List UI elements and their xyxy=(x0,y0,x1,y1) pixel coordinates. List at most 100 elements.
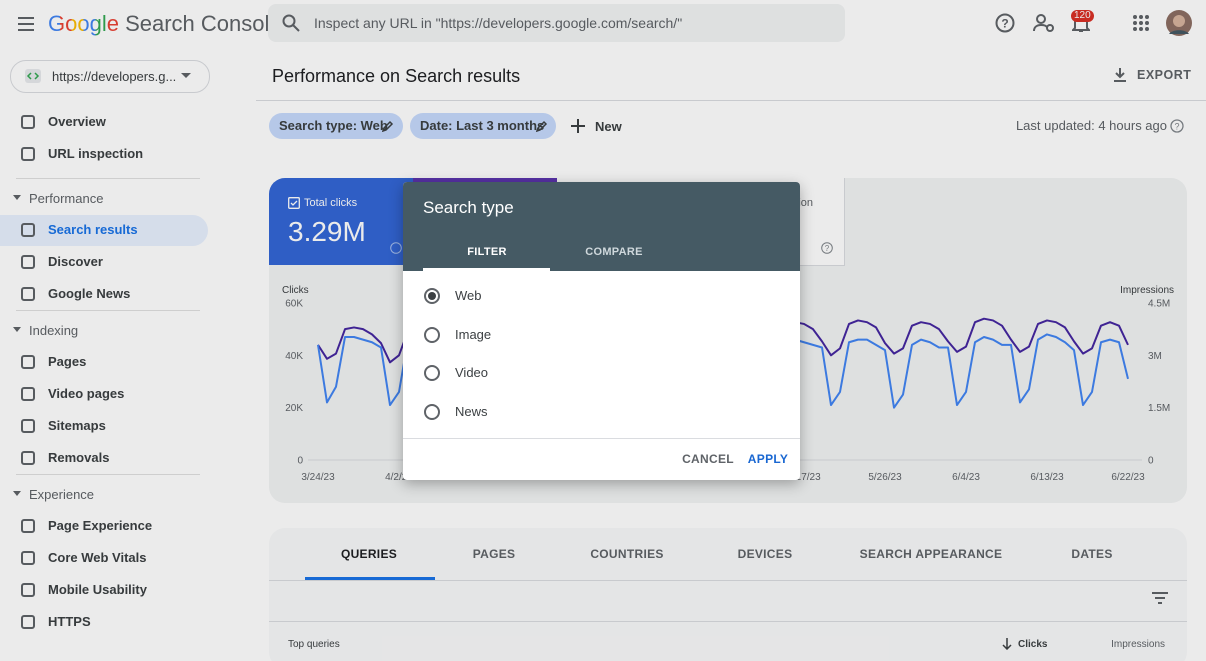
menu-button[interactable] xyxy=(16,14,36,34)
radio-label[interactable]: News xyxy=(455,403,488,419)
nav-icon xyxy=(21,551,35,565)
edit-icon xyxy=(536,120,548,132)
metric-card[interactable]: Total clicks 3.29M xyxy=(269,178,413,265)
export-label: EXPORT xyxy=(1137,68,1192,82)
svg-text:?: ? xyxy=(825,244,830,253)
new-label: New xyxy=(595,119,622,134)
radio-button[interactable] xyxy=(424,365,440,381)
help-icon[interactable]: ? xyxy=(1170,119,1184,133)
filter-chip[interactable]: Search type: Web xyxy=(269,113,403,139)
divider xyxy=(16,310,200,311)
cancel-button[interactable]: CANCEL xyxy=(682,452,734,466)
filter-rows-button[interactable] xyxy=(1152,592,1168,604)
search-placeholder: Inspect any URL in "https://developers.g… xyxy=(314,15,683,31)
nav-icon xyxy=(21,519,35,533)
nav-icon xyxy=(21,387,35,401)
report-tab[interactable]: PAGES xyxy=(472,547,516,561)
nav-item[interactable]: Sitemaps xyxy=(48,418,106,433)
avatar[interactable] xyxy=(1166,10,1192,36)
metric-value: 3.29M xyxy=(288,216,366,247)
radio-button[interactable] xyxy=(424,326,440,343)
y-tick-label: 0 xyxy=(297,456,303,467)
nav-item[interactable]: Page Experience xyxy=(48,518,153,533)
nav-item[interactable]: Removals xyxy=(48,450,110,465)
edit-icon xyxy=(382,120,394,132)
nav-item[interactable]: Search results xyxy=(48,222,138,237)
x-tick-label: 4/2/23 xyxy=(385,472,413,483)
nav-icon xyxy=(21,583,35,597)
help-icon[interactable]: ? xyxy=(821,242,833,254)
y-axis-title: Clicks xyxy=(282,285,309,296)
property-url: https://developers.g... xyxy=(52,69,177,84)
report-tab[interactable]: COUNTRIES xyxy=(590,547,664,561)
nav-item[interactable]: HTTPS xyxy=(48,614,91,629)
nav-item[interactable]: Pages xyxy=(48,354,87,369)
x-tick-label: 6/22/23 xyxy=(1111,472,1145,483)
nav-icon xyxy=(21,355,35,369)
radio-button[interactable] xyxy=(424,403,440,420)
dialog-header: Search type FILTER COMPARE xyxy=(403,182,800,271)
section-title[interactable]: Indexing xyxy=(29,323,79,338)
search-box[interactable]: Inspect any URL in "https://developers.g… xyxy=(268,4,845,42)
y-tick-label: 3M xyxy=(1148,351,1162,362)
nav-item[interactable]: URL inspection xyxy=(48,146,144,161)
radio-label[interactable]: Image xyxy=(455,326,492,342)
nav-item[interactable]: Discover xyxy=(48,254,103,269)
chip-label: Search type: Web xyxy=(279,118,388,133)
logo-product: Search Console xyxy=(125,11,282,36)
notification-badge: 120 xyxy=(1071,10,1094,22)
column-header[interactable]: Clicks xyxy=(1018,639,1048,650)
section-title[interactable]: Experience xyxy=(29,487,95,502)
logo-google: Google xyxy=(48,11,119,36)
nav-item[interactable]: Google News xyxy=(48,286,131,301)
radio-label[interactable]: Video xyxy=(455,365,489,380)
property-selector[interactable]: https://developers.g... xyxy=(10,60,210,93)
radio-label[interactable]: Web xyxy=(455,288,482,303)
report-tab[interactable]: DATES xyxy=(1071,547,1113,561)
last-updated: Last updated: 4 hours ago xyxy=(1015,118,1167,133)
nav-icon xyxy=(21,287,35,301)
y-tick-label: 4.5M xyxy=(1148,299,1170,310)
svg-text:?: ? xyxy=(1001,17,1008,31)
y-tick-label: 1.5M xyxy=(1148,403,1170,414)
dialog-tab[interactable]: FILTER xyxy=(467,246,507,258)
nav-item[interactable]: Mobile Usability xyxy=(48,582,147,597)
active-tab-indicator xyxy=(305,577,435,580)
nav-item[interactable]: Core Web Vitals xyxy=(48,550,147,565)
radio-dot xyxy=(428,292,436,300)
x-tick-label: 5/17/23 xyxy=(787,472,821,483)
section-title[interactable]: Performance xyxy=(29,191,104,206)
x-tick-label: 3/24/23 xyxy=(301,472,335,483)
radio-button[interactable] xyxy=(424,288,440,304)
dialog-tab[interactable]: COMPARE xyxy=(585,246,643,258)
help-button[interactable]: ? xyxy=(995,13,1015,33)
column-header[interactable]: Impressions xyxy=(1111,639,1165,650)
x-tick-label: 6/13/23 xyxy=(1030,472,1064,483)
table-card: Top queries Clicks Impressions xyxy=(269,528,1187,661)
apply-button[interactable]: APPLY xyxy=(747,452,789,466)
apps-button[interactable] xyxy=(1133,15,1149,31)
nav-item[interactable]: Video pages xyxy=(48,386,125,401)
y2-axis-title: Impressions xyxy=(1120,285,1174,296)
y-tick-label: 0 xyxy=(1148,456,1154,467)
nav-icon xyxy=(21,255,35,269)
nav-icon xyxy=(21,147,35,161)
sort-icon xyxy=(1002,638,1012,650)
property-icon xyxy=(25,69,41,83)
nav-icon xyxy=(21,223,35,237)
nav-icon xyxy=(21,615,35,629)
divider xyxy=(16,474,200,475)
report-tab[interactable]: SEARCH APPEARANCE xyxy=(859,547,1003,561)
section-caret xyxy=(13,327,21,332)
help-icon[interactable] xyxy=(390,242,402,254)
logo[interactable]: Google Search Console xyxy=(48,11,282,37)
filter-chip[interactable]: Date: Last 3 months xyxy=(410,113,556,139)
report-tab[interactable]: QUERIES xyxy=(340,547,398,561)
report-tab[interactable]: DEVICES xyxy=(737,547,793,561)
nav-icon xyxy=(21,419,35,433)
account-settings-button[interactable] xyxy=(1033,13,1055,33)
nav-item[interactable]: Overview xyxy=(48,114,106,129)
